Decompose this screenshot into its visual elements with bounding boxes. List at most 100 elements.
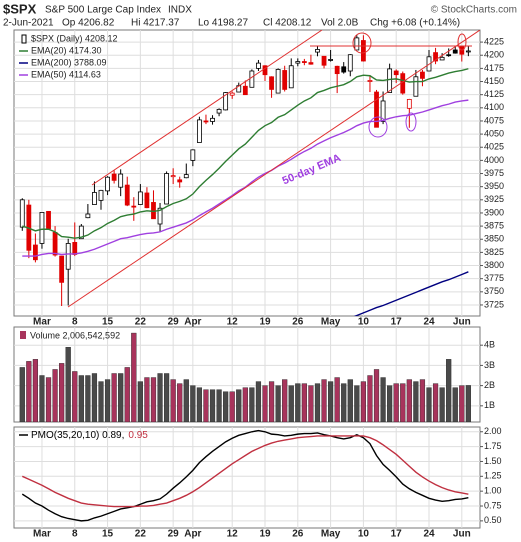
x-tick-label: 17 [391, 317, 403, 328]
volume-bar [163, 373, 170, 422]
volume-bar [65, 347, 71, 422]
volume-bar [104, 379, 111, 422]
candle-body [203, 120, 209, 123]
highlight-circle [457, 33, 467, 51]
candle-body [328, 59, 334, 61]
candle-body [52, 232, 58, 256]
candle-body [229, 92, 235, 96]
candle-body [223, 92, 229, 111]
y-tick-label: 3775 [484, 273, 504, 283]
candle-body [374, 91, 379, 128]
y-tick-label: 4200 [484, 50, 504, 60]
candle-body [164, 173, 170, 205]
y-tick-label: 4175 [484, 63, 504, 73]
volume-bar [137, 381, 143, 422]
volume-bar [216, 389, 222, 422]
volume-bar [465, 385, 471, 422]
legend-label: EMA(200) 3788.09 [31, 57, 107, 67]
volume-bar [301, 383, 307, 422]
stat: Chg +6.08 (+0.14%) [370, 18, 460, 29]
candle-body [46, 210, 51, 230]
candle-body [39, 212, 45, 244]
volume-bar [144, 377, 150, 422]
candle-body [334, 65, 340, 75]
volume-bar [446, 359, 452, 422]
x-tick-label: 10 [358, 317, 370, 328]
candle-body [131, 205, 137, 208]
candle-body [72, 241, 78, 255]
volume-bar [72, 371, 78, 422]
series-line [21, 429, 469, 522]
candle-body [459, 46, 465, 55]
y-tick-label: 4B [484, 340, 495, 350]
symbol: $SPX [3, 1, 37, 16]
legend-label: $SPX (Daily) 4208.12 [31, 33, 118, 43]
x-tick-label: 19 [259, 317, 271, 328]
candle-body [124, 184, 130, 206]
y-tick-label: 4225 [484, 36, 504, 46]
y-tick-label: 3975 [484, 168, 504, 178]
y-tick-label: 3925 [484, 194, 504, 204]
series-line [22, 68, 469, 239]
volume-bar [190, 385, 196, 422]
x-tick-label: 29 [168, 529, 180, 540]
x-tick-label: 15 [102, 529, 114, 540]
x-tick-label: 29 [168, 317, 180, 328]
candle-body [216, 108, 222, 114]
y-tick-label: 3950 [484, 181, 504, 191]
y-tick-label: 0.75 [484, 500, 502, 510]
candle-body [105, 176, 110, 192]
volume-bar [236, 389, 242, 422]
volume-bar [295, 383, 301, 422]
volume-bar [196, 387, 203, 422]
candle-body [210, 117, 215, 122]
volume-bar [59, 363, 65, 422]
candle-body [354, 37, 360, 51]
x-tick-label: Jun [453, 317, 471, 328]
x-tick-label: 22 [135, 529, 147, 540]
candle-body [196, 119, 202, 143]
volume-bar [282, 379, 288, 422]
x-tick-label: 17 [391, 529, 403, 540]
candle-body [420, 71, 425, 79]
volume-bar [118, 373, 124, 422]
y-tick-label: 3800 [484, 260, 504, 270]
x-tick-label: Jun [453, 529, 471, 540]
series-line [21, 435, 469, 508]
volume-bar [111, 373, 117, 422]
volume-bar [78, 375, 84, 422]
y-tick-label: 4050 [484, 128, 504, 138]
volume-bar [32, 359, 39, 422]
index-name: S&P 500 Large Cap Index [45, 5, 161, 16]
pmo-marks [21, 429, 469, 522]
volume-bar [419, 379, 426, 422]
price-marks [19, 35, 471, 316]
legend-entry: 0.95 [128, 430, 148, 441]
volume-bar [242, 387, 248, 422]
candle-body [341, 66, 347, 73]
y-tick-label: 2.00 [484, 426, 502, 436]
volume-bar [426, 387, 432, 422]
y-tick-label: 3725 [484, 299, 504, 309]
volume-bar [321, 379, 327, 422]
y-tick-label: 3825 [484, 247, 504, 257]
x-tick-label: Mar [33, 317, 51, 328]
volume-bar [393, 383, 399, 422]
y-tick-label: 4100 [484, 102, 504, 112]
highlight-circle [352, 32, 372, 54]
legend-icon [21, 34, 27, 44]
grid: Mar 8 15 22 29 Apr 12 19 26 May 10 17 24 Jun 3725 3750 3… [14, 30, 504, 540]
volume-bar [229, 391, 235, 422]
candle-body [137, 191, 143, 205]
stat: 2-Jun-2021 [3, 18, 54, 29]
volume-bar [439, 387, 445, 422]
x-tick-label: 26 [292, 529, 304, 540]
y-tick-label: 1.50 [484, 456, 502, 466]
x-tick-label: Apr [184, 317, 201, 328]
x-tick-label: 15 [102, 317, 114, 328]
highlight-circle [368, 116, 388, 138]
volume-bar [347, 379, 353, 422]
x-tick-label: Mar [33, 529, 51, 540]
volume-bar [459, 385, 465, 422]
candle-body [439, 56, 445, 61]
